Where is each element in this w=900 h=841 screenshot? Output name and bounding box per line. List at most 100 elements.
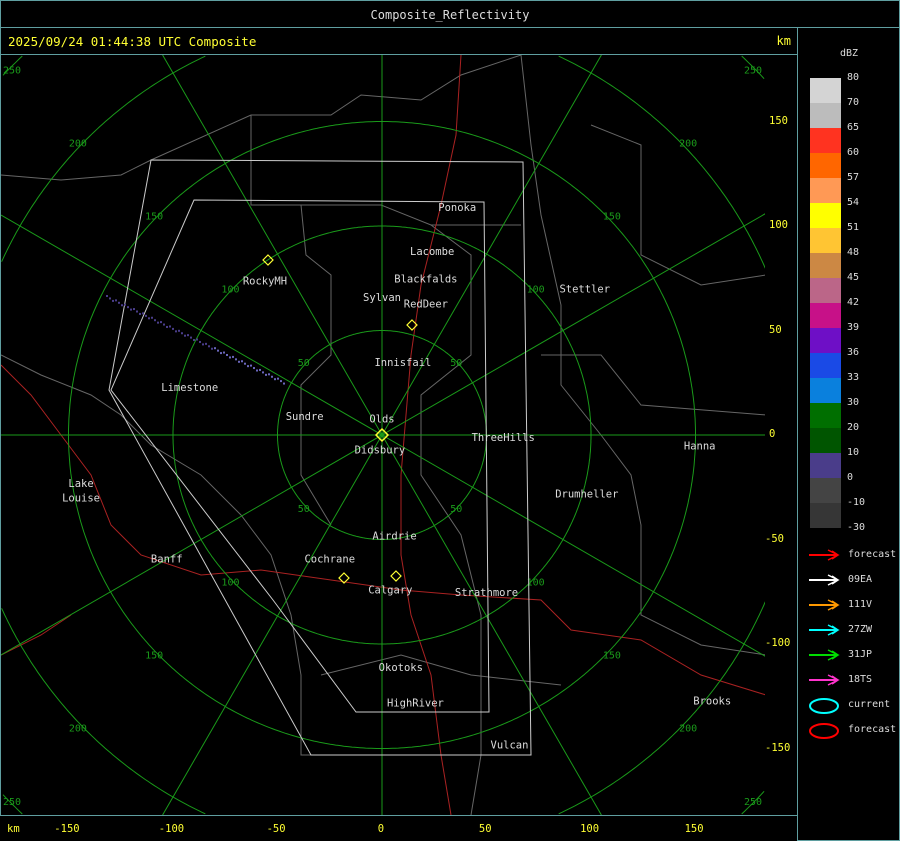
echo-pixel xyxy=(190,336,192,339)
county-boundary xyxy=(250,115,332,526)
ring-label: 100 xyxy=(527,577,545,588)
radial-line xyxy=(1,213,765,656)
scale-swatch xyxy=(810,328,841,353)
echo-pixel xyxy=(172,327,174,330)
map-canvas[interactable]: 50 50 50 50 100 100 100 100 150 150 150 150 200 200 20… xyxy=(1,55,765,815)
echo-pixel xyxy=(223,351,225,354)
range-ring xyxy=(741,790,765,815)
echo-pixel xyxy=(136,310,138,313)
track-label: forecast xyxy=(848,724,897,735)
city-label: Sundre xyxy=(286,411,324,423)
echo-pixel xyxy=(283,382,285,385)
echo-pixel xyxy=(184,334,186,337)
echo-pixel xyxy=(205,342,207,345)
city-label: RedDeer xyxy=(404,298,448,310)
ring-label: 100 xyxy=(221,577,239,588)
echo-pixel xyxy=(271,375,273,378)
city-label: HighRiver xyxy=(387,698,444,710)
x-axis: km -150 -100 -50 0 50 100 150 xyxy=(0,815,798,841)
scale-label: 60 xyxy=(847,147,860,158)
ring-label: 50 xyxy=(298,504,310,515)
echo-pixel xyxy=(274,378,276,381)
arrow-icon xyxy=(808,623,840,637)
county-boundary xyxy=(541,354,765,416)
echo-pixel xyxy=(124,303,126,306)
x-tick-label: -50 xyxy=(266,823,286,835)
arrow-icon xyxy=(808,673,840,687)
radar-map[interactable]: 50 50 50 50 100 100 100 100 150 150 150 150 200 200 20… xyxy=(0,55,765,815)
echo-pixel xyxy=(130,308,132,311)
echo-pixel xyxy=(109,297,111,300)
ellipse-icon xyxy=(808,698,840,714)
scale-swatch xyxy=(810,428,841,453)
city-label: Okotoks xyxy=(379,662,423,674)
station-icon xyxy=(406,319,418,331)
echo-pixel xyxy=(208,345,210,348)
echo-pixel xyxy=(268,373,270,376)
scale-swatch xyxy=(810,78,841,103)
range-ring xyxy=(1,55,206,262)
track-label: 09EA xyxy=(848,574,873,585)
scale-swatch xyxy=(810,303,841,328)
ring-label: 200 xyxy=(69,724,87,735)
scale-label: 54 xyxy=(847,197,860,208)
city-label: Sylvan xyxy=(363,292,401,304)
echo-pixel xyxy=(148,317,150,320)
ring-label: 50 xyxy=(298,358,310,369)
y-tick-label: -100 xyxy=(765,637,791,649)
y-tick-label: -150 xyxy=(765,741,791,754)
y-tick-label: 100 xyxy=(769,219,788,231)
echo-pixel xyxy=(265,373,267,376)
city-label: Drumheller xyxy=(555,489,618,501)
range-ring xyxy=(2,794,23,815)
echo-pixel xyxy=(277,377,279,380)
city-label: Louise xyxy=(62,493,100,505)
y-axis: 150 100 50 0 -50 -100 -150 xyxy=(765,55,798,815)
city-label: Strathmore xyxy=(455,587,518,599)
y-tick-label: 50 xyxy=(769,323,782,336)
scale-swatch xyxy=(810,453,841,478)
echo-pixel xyxy=(211,347,213,350)
scale-label: 65 xyxy=(847,122,860,133)
scale-swatch xyxy=(810,178,841,203)
echo-pixel xyxy=(169,325,171,328)
station-icon xyxy=(390,570,402,582)
ring-label: 250 xyxy=(744,797,762,808)
range-ring xyxy=(1,608,206,815)
ring-label: 150 xyxy=(145,650,163,661)
echo-pixel xyxy=(202,343,204,346)
echo-pixel xyxy=(142,312,144,315)
range-ring xyxy=(558,55,765,269)
outer-domain-outline xyxy=(108,159,532,756)
ring-label: 150 xyxy=(145,212,163,223)
scale-swatch xyxy=(810,478,841,503)
echo-pixel xyxy=(280,380,282,383)
county-boundary xyxy=(301,204,521,226)
track-label: 18TS xyxy=(848,674,873,685)
scale-swatch xyxy=(810,228,841,253)
station-icon xyxy=(338,572,350,584)
scale-swatch xyxy=(810,153,841,178)
city-label: Hanna xyxy=(684,440,716,452)
echo-pixel xyxy=(232,355,234,358)
county-boundary xyxy=(320,654,562,686)
echo-pixel xyxy=(157,321,159,324)
scale-swatch xyxy=(810,503,841,528)
echo-pixel xyxy=(127,306,129,309)
ellipse-icon xyxy=(808,723,840,739)
river-line xyxy=(1,614,72,656)
station-icon xyxy=(262,254,274,266)
county-boundary xyxy=(1,55,522,181)
radar-site-icon xyxy=(374,427,390,443)
ring-label: 250 xyxy=(3,797,21,808)
ring-label: 50 xyxy=(450,504,462,515)
echo-pixel xyxy=(187,334,189,337)
echo-pixel xyxy=(118,301,120,304)
city-label: Limestone xyxy=(161,382,218,394)
echo-pixel xyxy=(133,308,135,311)
range-ring xyxy=(558,601,765,815)
ring-label: 200 xyxy=(69,138,87,149)
river-line xyxy=(400,55,462,815)
header-bar: 2025/09/24 01:44:38 UTC Composite km xyxy=(0,27,798,55)
window-title: Composite_Reflectivity xyxy=(0,0,900,28)
